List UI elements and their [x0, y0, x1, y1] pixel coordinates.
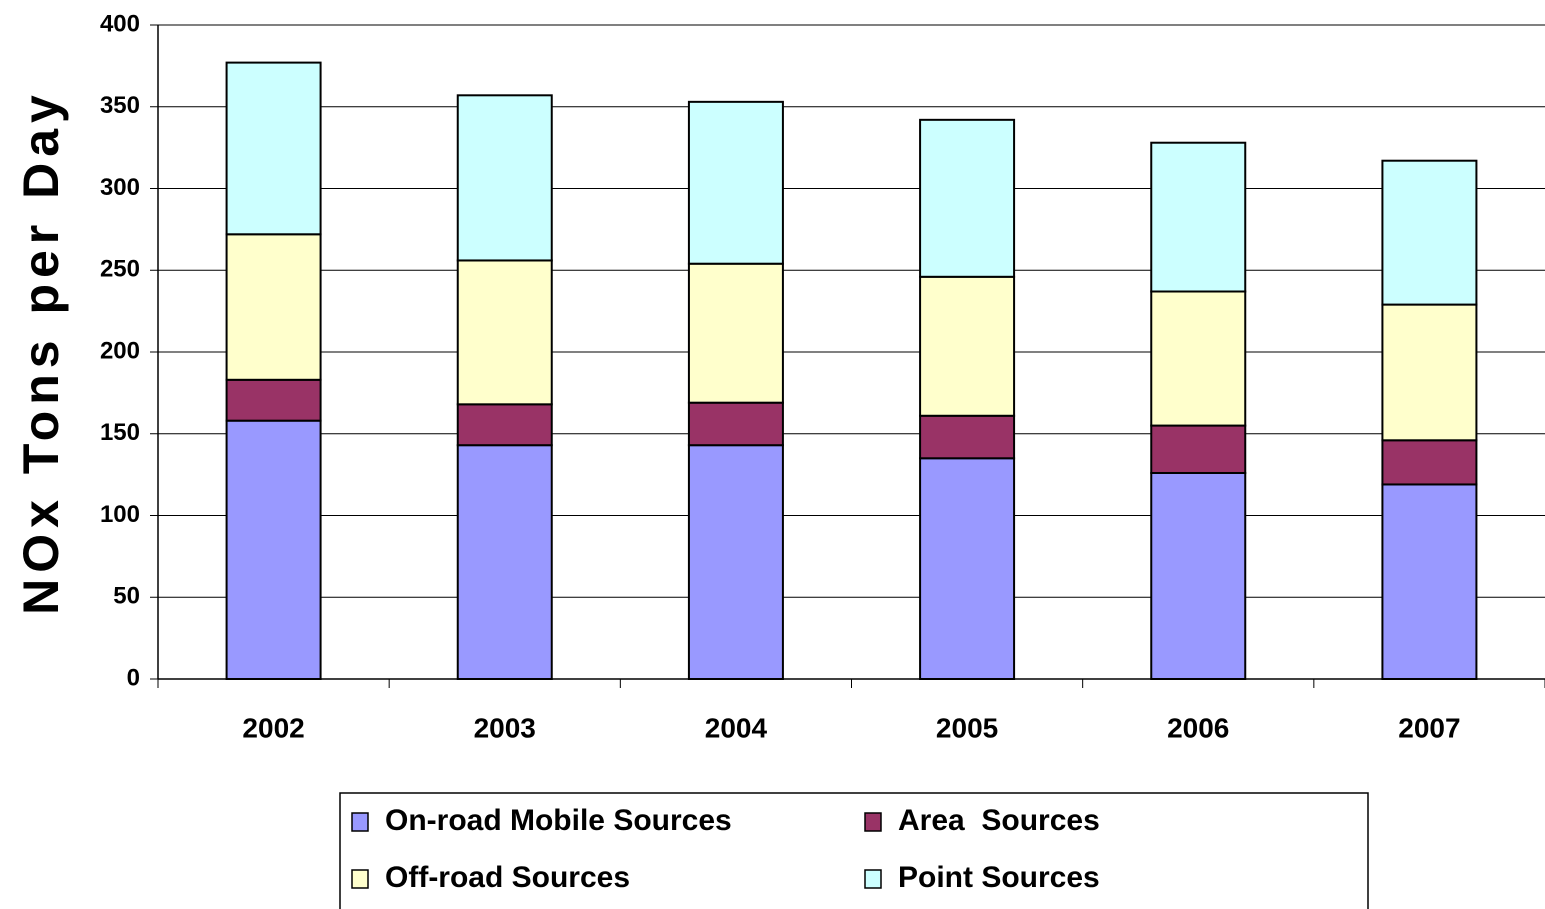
y-tick-label: 100	[100, 501, 140, 528]
y-tick-label: 50	[113, 583, 140, 610]
bar-segment	[1381, 159, 1478, 306]
bar-segment	[919, 118, 1016, 278]
x-tick-label: 2004	[705, 712, 768, 743]
x-tick-label: 2002	[242, 712, 304, 743]
x-tick-label: 2006	[1167, 712, 1229, 743]
x-tick-label: 2007	[1398, 712, 1460, 743]
bar-segment	[1381, 439, 1478, 486]
bar-segment	[1381, 303, 1478, 442]
y-tick-label: 350	[100, 92, 140, 119]
legend-label: Area Sources	[898, 804, 1100, 837]
y-tick-label: 150	[100, 419, 140, 446]
bar-segment	[919, 275, 1016, 417]
bar-segment	[225, 233, 322, 381]
bar-segment	[1381, 483, 1478, 680]
bar-segment	[225, 378, 322, 422]
legend-box	[339, 792, 1369, 909]
bar-segment	[1150, 471, 1247, 680]
legend-swatch	[351, 869, 369, 889]
bar-segment	[919, 457, 1016, 680]
bar-segment	[687, 262, 784, 404]
bar-segment	[1150, 290, 1247, 427]
bar-segment	[456, 444, 553, 680]
x-tick-label: 2005	[936, 712, 998, 743]
bar-segment	[687, 100, 784, 265]
bar-segment	[687, 444, 784, 680]
legend-label: On-road Mobile Sources	[385, 804, 732, 837]
legend-label: Point Sources	[898, 861, 1100, 894]
x-tick-label: 2003	[474, 712, 536, 743]
bar-segment	[225, 61, 322, 236]
bar-segment	[225, 419, 322, 680]
y-tick-label: 200	[100, 337, 140, 364]
bar-segment	[456, 403, 553, 447]
y-tick-label: 300	[100, 174, 140, 201]
bar-segment	[919, 414, 1016, 460]
bar-segment	[1150, 424, 1247, 474]
bar-segment	[1150, 141, 1247, 293]
legend-swatch	[351, 812, 369, 832]
bar-segment	[687, 401, 784, 447]
y-tick-label: 0	[127, 664, 140, 691]
bar-segment	[456, 259, 553, 406]
bar-segment	[456, 94, 553, 262]
y-axis-label: NOx Tons per Day	[13, 89, 69, 615]
legend-swatch	[864, 812, 882, 832]
y-tick-label: 400	[100, 10, 140, 37]
legend-swatch	[864, 869, 882, 889]
y-tick-label: 250	[100, 256, 140, 283]
legend-label: Off-road Sources	[385, 861, 630, 894]
